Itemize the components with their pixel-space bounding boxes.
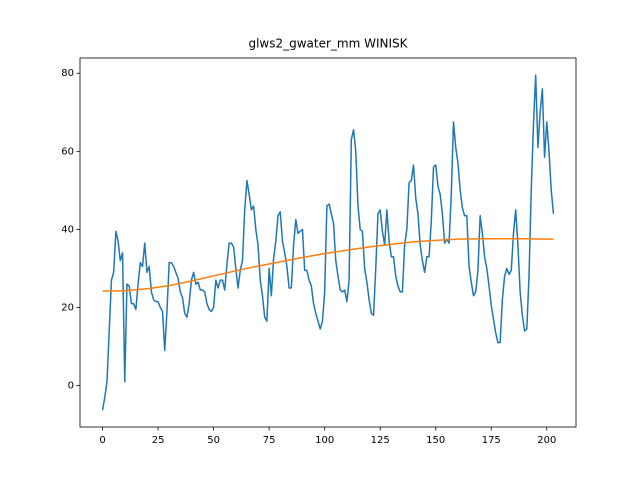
y-tick-label: 0	[68, 381, 74, 392]
x-tick-label: 150	[426, 435, 445, 446]
line-series	[101, 74, 555, 411]
y-tick-label: 20	[61, 303, 74, 314]
x-tick-label: 200	[537, 435, 556, 446]
x-tick-label: 75	[263, 435, 276, 446]
chart-title: glws2_gwater_mm WINISK	[248, 37, 408, 51]
y-tick-label: 80	[61, 68, 74, 79]
x-tick-label: 0	[99, 435, 105, 446]
y-tick-label: 40	[61, 224, 74, 235]
x-tick-label: 100	[315, 435, 334, 446]
x-tick-label: 175	[482, 435, 501, 446]
x-tick-label: 25	[152, 435, 165, 446]
x-tick-label: 50	[207, 435, 220, 446]
line-series	[102, 238, 554, 292]
x-tick-label: 125	[371, 435, 390, 446]
y-tick-label: 60	[61, 146, 74, 157]
plot-frame	[79, 57, 577, 428]
